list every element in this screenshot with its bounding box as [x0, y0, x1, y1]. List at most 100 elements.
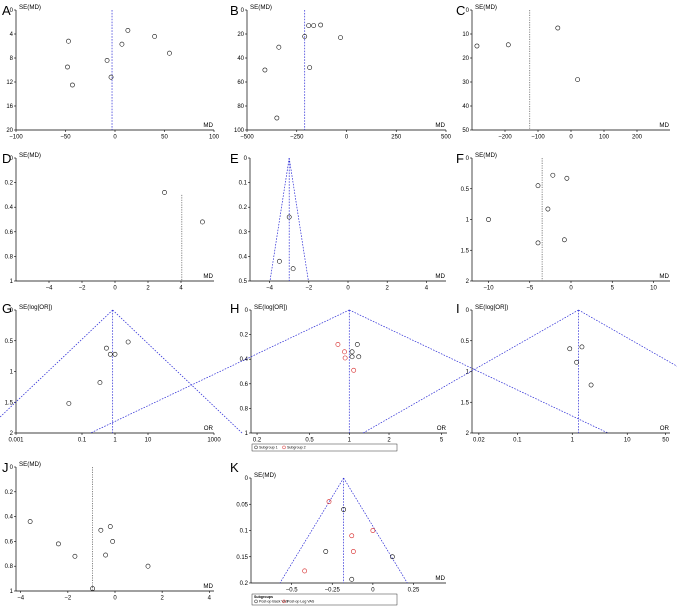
study-point: [588, 382, 594, 388]
x-tick-label: 0.001: [8, 438, 24, 444]
funnel-right-line: [343, 477, 408, 584]
study-point: [70, 82, 75, 88]
study-point: [167, 50, 172, 56]
study-point: [276, 44, 282, 50]
y-tick-label: 0.2: [5, 490, 14, 496]
legend-box: [251, 443, 398, 452]
y-tick-label: 1.5: [461, 400, 470, 406]
x-tick-label: 1: [348, 438, 352, 444]
legend-marker: [254, 599, 258, 604]
y-tick-label: 0.3: [239, 230, 248, 236]
study-point: [311, 23, 317, 28]
study-point: [98, 527, 104, 533]
x-tick-label: 4: [179, 286, 183, 292]
legend-item-label: Post-op Back VAS: [259, 600, 289, 604]
funnel-left-line: [0, 309, 113, 418]
y-tick-label: 10: [462, 32, 469, 38]
study-point: [276, 258, 282, 264]
study-point: [107, 524, 113, 529]
y-tick-label: 60: [237, 80, 244, 86]
study-point: [200, 219, 205, 225]
y-axis-label: SE(MD): [254, 472, 276, 479]
study-point: [307, 65, 313, 70]
x-axis-label: MD: [203, 583, 213, 590]
y-tick-label: 0: [466, 8, 470, 14]
study-point: [125, 27, 131, 33]
x-tick-label: 2: [386, 286, 390, 292]
y-tick-label: 0: [10, 156, 14, 162]
study-point: [108, 74, 114, 80]
y-tick-label: 2: [10, 431, 14, 437]
study-point: [119, 41, 125, 47]
funnel-right-line: [578, 309, 677, 367]
y-tick-label: 0.2: [239, 205, 248, 211]
y-tick-label: 2: [466, 431, 470, 437]
y-tick-label: 0.8: [5, 254, 14, 260]
x-tick-label: 4: [208, 596, 212, 602]
x-tick-label: 0.25: [408, 588, 420, 594]
funnel-right-line: [349, 309, 609, 434]
x-tick-label: 0: [113, 135, 117, 141]
study-point: [562, 237, 567, 243]
y-tick-label: 0.1: [240, 529, 249, 535]
funnel-left-line: [362, 309, 579, 434]
x-tick-label: 50: [662, 438, 669, 444]
study-point: [351, 367, 357, 373]
y-tick-label: 100: [234, 128, 245, 134]
study-point: [341, 507, 347, 512]
y-tick-label: 2: [466, 279, 470, 285]
y-tick-label: 1: [10, 279, 14, 285]
legend-item-label: Subgroup 1: [259, 446, 278, 450]
panel-letter: F: [456, 151, 464, 166]
y-tick-label: 0.4: [5, 515, 14, 521]
y-axis-label: SE(MD): [475, 152, 497, 159]
y-tick-label: 0: [10, 308, 14, 314]
y-tick-label: 0: [244, 156, 248, 162]
x-tick-label: 0.2: [253, 438, 262, 444]
study-point: [152, 34, 157, 39]
study-point: [505, 42, 511, 48]
legend-item-label: Post-op Leg VAS: [287, 600, 315, 604]
study-point: [104, 58, 110, 63]
y-tick-label: 30: [462, 80, 469, 86]
study-point: [286, 214, 292, 220]
panel-letter: I: [456, 301, 460, 316]
study-point: [574, 359, 580, 365]
x-tick-label: 2: [160, 596, 164, 602]
x-tick-label: 100: [599, 135, 610, 141]
x-tick-label: 200: [632, 135, 643, 141]
study-point: [349, 533, 355, 539]
study-point: [535, 240, 541, 246]
y-tick-label: 1: [245, 431, 249, 437]
y-tick-label: 1: [10, 589, 14, 595]
y-tick-label: 12: [6, 80, 13, 86]
study-point: [486, 217, 491, 222]
y-tick-label: 1: [466, 218, 470, 224]
x-tick-label: 10: [624, 438, 631, 444]
y-tick-label: 0.6: [5, 230, 14, 236]
study-point: [145, 563, 151, 569]
y-axis-label: SE(log[OR]): [254, 304, 287, 311]
study-point: [90, 586, 96, 591]
study-point: [290, 266, 296, 272]
study-point: [342, 349, 347, 355]
y-tick-label: 20: [462, 56, 469, 62]
study-point: [354, 342, 360, 347]
y-axis-label: SE(log[OR]): [475, 304, 508, 311]
study-point: [323, 549, 329, 554]
study-point: [550, 172, 556, 178]
study-point: [389, 554, 395, 560]
study-point: [65, 64, 70, 70]
study-point: [535, 183, 541, 189]
x-tick-label: 500: [441, 135, 452, 141]
study-point: [97, 380, 103, 385]
study-point: [302, 34, 308, 39]
panel-letter: C: [456, 3, 465, 18]
study-point: [107, 351, 113, 357]
panel-e: E 00.10.20.30.40.5−4 −2 0 2 4MD: [230, 151, 446, 292]
study-point: [349, 576, 355, 582]
